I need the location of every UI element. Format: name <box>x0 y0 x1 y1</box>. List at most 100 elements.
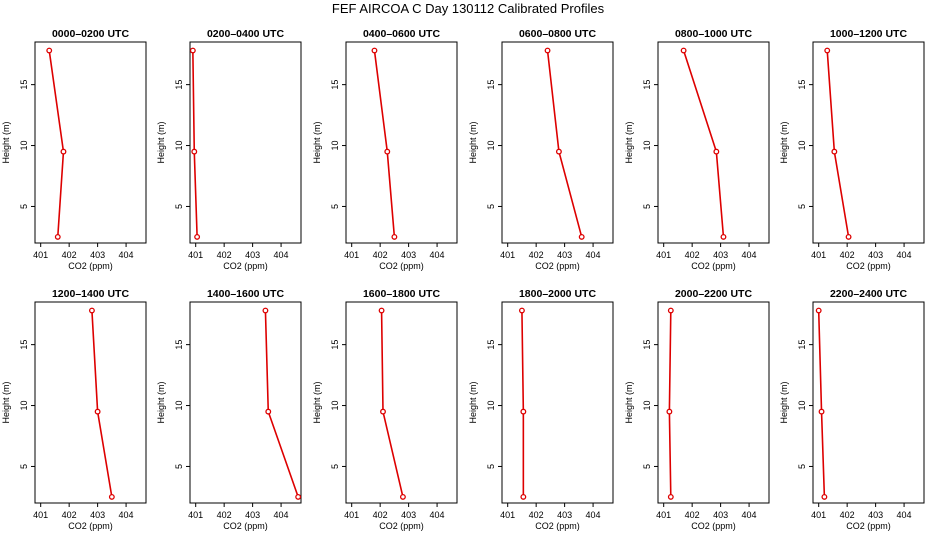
x-tick-label: 401 <box>500 510 515 520</box>
y-tick-label: 15 <box>486 80 496 90</box>
panel-11: 2200–2400 UTC 401 402 403 404 5 10 15 CO2 (ppm) H… <box>779 288 925 531</box>
y-tick-label: 5 <box>330 204 340 209</box>
y-axis-label: Height (m) <box>312 381 322 423</box>
x-axis-label: CO2 (ppm) <box>535 521 580 531</box>
data-point <box>391 233 398 240</box>
data-point <box>831 148 838 155</box>
x-tick-label: 401 <box>811 510 826 520</box>
profile-line <box>521 310 525 497</box>
x-tick-label: 402 <box>529 250 544 260</box>
x-tick-label: 401 <box>811 250 826 260</box>
panel-9: 1800–2000 UTC 401 402 403 404 5 10 15 CO2 (ppm) H… <box>468 288 614 531</box>
x-tick-label: 402 <box>840 510 855 520</box>
plot-frame <box>34 41 147 244</box>
y-tick-label: 5 <box>19 204 29 209</box>
plot-frame <box>345 41 458 244</box>
y-tick-label: 5 <box>797 204 807 209</box>
profile-line <box>380 310 404 498</box>
y-tick-label: 15 <box>330 80 340 90</box>
data-point <box>520 408 527 415</box>
profile-line <box>91 310 113 498</box>
x-tick-label: 404 <box>119 250 134 260</box>
plot-frame <box>812 301 925 504</box>
y-axis-label: Height (m) <box>1 121 11 163</box>
data-point <box>378 307 385 314</box>
data-point <box>295 493 302 500</box>
panel-title: 1200–1400 UTC <box>52 288 129 300</box>
panel-6: 1200–1400 UTC 401 402 403 404 5 10 15 CO2 (ppm) H… <box>1 288 147 531</box>
x-axis-label: CO2 (ppm) <box>68 261 113 271</box>
x-tick-label: 404 <box>430 510 445 520</box>
y-tick-label: 5 <box>486 464 496 469</box>
panel-5: 1000–1200 UTC 401 402 403 404 5 10 15 CO2 (ppm) H… <box>779 28 925 271</box>
y-tick-label: 5 <box>174 204 184 209</box>
y-tick-label: 10 <box>486 401 496 411</box>
y-tick-label: 15 <box>19 340 29 350</box>
x-tick-label: 403 <box>713 510 728 520</box>
plot-frame <box>189 301 302 504</box>
panel-4: 0800–1000 UTC 401 402 403 404 5 10 15 CO2 (ppm) H… <box>624 28 770 271</box>
panel-title: 1000–1200 UTC <box>830 28 907 40</box>
x-tick-label: 404 <box>897 250 912 260</box>
data-point <box>518 307 525 314</box>
data-point <box>46 47 53 54</box>
plot-frame <box>189 41 302 244</box>
data-point <box>520 493 527 500</box>
x-tick-label: 404 <box>119 510 134 520</box>
x-tick-label: 403 <box>868 250 883 260</box>
y-axis-label: Height (m) <box>468 381 478 423</box>
x-tick-label: 404 <box>274 250 289 260</box>
x-axis-label: CO2 (ppm) <box>223 261 268 271</box>
profile-line <box>264 310 299 498</box>
panel-8: 1600–1800 UTC 401 402 403 404 5 10 15 CO2 (ppm) H… <box>312 288 458 531</box>
plot-frame <box>345 301 458 504</box>
profile-line <box>192 50 198 237</box>
x-tick-label: 402 <box>373 250 388 260</box>
data-point <box>194 233 201 240</box>
x-axis-label: CO2 (ppm) <box>379 261 424 271</box>
x-tick-label: 402 <box>373 510 388 520</box>
x-axis-label: CO2 (ppm) <box>68 521 113 531</box>
x-tick-label: 402 <box>529 510 544 520</box>
panel-2: 0400–0600 UTC 401 402 403 404 5 10 15 CO2 (ppm) H… <box>312 28 458 271</box>
y-tick-label: 10 <box>174 141 184 151</box>
data-point <box>667 307 674 314</box>
panel-title: 1600–1800 UTC <box>363 288 440 300</box>
x-tick-label: 403 <box>868 510 883 520</box>
panel-10: 2000–2200 UTC 401 402 403 404 5 10 15 CO2 (ppm) H… <box>624 288 770 531</box>
data-point <box>544 47 551 54</box>
y-tick-label: 5 <box>486 204 496 209</box>
x-tick-label: 404 <box>742 250 757 260</box>
x-tick-label: 401 <box>344 510 359 520</box>
plot-frame <box>657 301 770 504</box>
x-tick-label: 401 <box>344 250 359 260</box>
panel-title: 0200–0400 UTC <box>207 28 284 40</box>
plot-frame <box>501 301 614 504</box>
x-tick-label: 403 <box>557 510 572 520</box>
x-tick-label: 403 <box>245 510 260 520</box>
x-tick-label: 403 <box>90 510 105 520</box>
profile-line <box>373 50 396 237</box>
y-axis-label: Height (m) <box>312 121 322 163</box>
x-tick-label: 403 <box>557 250 572 260</box>
y-tick-label: 5 <box>797 464 807 469</box>
x-tick-label: 402 <box>840 250 855 260</box>
x-axis-label: CO2 (ppm) <box>691 261 736 271</box>
plot-frame <box>34 301 147 504</box>
y-tick-label: 10 <box>174 401 184 411</box>
y-tick-label: 10 <box>330 401 340 411</box>
y-tick-label: 10 <box>486 141 496 151</box>
data-point <box>380 408 386 415</box>
y-tick-label: 10 <box>330 141 340 151</box>
data-point <box>108 493 115 500</box>
y-tick-label: 5 <box>642 204 652 209</box>
data-point <box>189 47 196 54</box>
data-point <box>845 233 852 240</box>
x-tick-label: 403 <box>401 250 416 260</box>
y-axis-label: Height (m) <box>156 121 166 163</box>
profile-line <box>48 50 65 237</box>
panel-title: 0600–0800 UTC <box>519 28 596 40</box>
y-tick-label: 5 <box>19 464 29 469</box>
y-tick-label: 5 <box>642 464 652 469</box>
